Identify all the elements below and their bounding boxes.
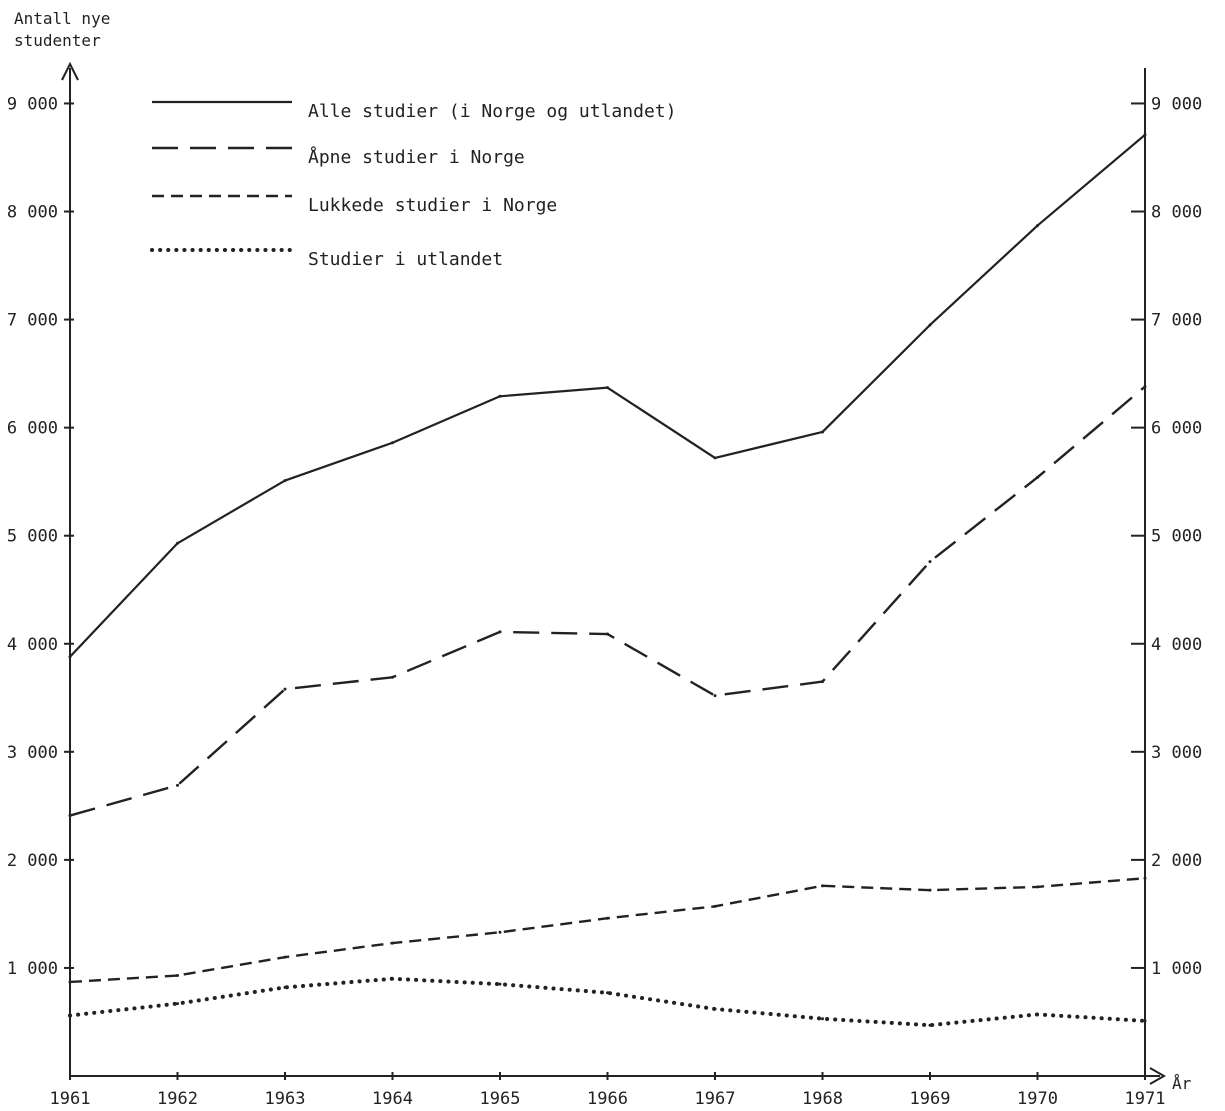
y-tick-right-label: 6 000: [1151, 419, 1202, 439]
series-4-point: [713, 1007, 717, 1011]
y-tick-right-label: 4 000: [1151, 635, 1202, 655]
y-tick-left-label: 4 000: [7, 635, 58, 655]
y-tick-left-label: 8 000: [7, 203, 58, 223]
axes: [61, 61, 1167, 1085]
y-axis-title-line2: studenter: [14, 31, 101, 50]
x-tick-label: 1967: [695, 1089, 736, 1109]
series-4-point: [606, 991, 609, 995]
series-4-point: [498, 982, 502, 986]
series-3-point: [928, 888, 932, 892]
series-3-point: [1036, 885, 1039, 889]
series-group: [68, 133, 1147, 1028]
series-4-point: [283, 985, 287, 989]
x-tick-label: 1965: [480, 1089, 521, 1109]
x-tick-label: 1971: [1125, 1089, 1166, 1109]
y-ticks-right: 1 000 2 000 3 000 4 000 5 000 6 000 7 000 8 000…: [1131, 94, 1202, 979]
series-1-point: [283, 479, 287, 483]
series-3-point: [1143, 876, 1147, 880]
x-axis-arrow-icon: [1149, 1067, 1167, 1085]
series-3-point: [821, 884, 824, 888]
series-1-point: [928, 323, 932, 327]
series-1-point: [713, 456, 717, 460]
series-1-point: [176, 541, 179, 545]
series-2-point: [283, 687, 287, 691]
series-1-point: [498, 394, 502, 398]
y-tick-left-label: 9 000: [7, 94, 58, 114]
series-1-point: [606, 386, 609, 390]
y-axis-arrow-icon: [61, 61, 79, 81]
y-axis-title-line1: Antall nye: [14, 9, 110, 28]
y-tick-left-label: 1 000: [7, 959, 58, 979]
y-tick-right-label: 9 000: [1151, 94, 1202, 114]
y-tick-right-label: 5 000: [1151, 527, 1202, 547]
y-tick-left-label: 5 000: [7, 527, 58, 547]
series-3-point: [391, 941, 394, 945]
legend-label-1: Alle studier (i Norge og utlandet): [308, 101, 676, 122]
y-tick-right-label: 2 000: [1151, 851, 1202, 871]
series-4-point: [928, 1023, 932, 1027]
series-3-point: [176, 974, 179, 978]
series-4-point: [391, 977, 394, 981]
series-1-point: [1143, 133, 1147, 137]
series-2-point: [713, 694, 717, 698]
series-1-point: [821, 430, 824, 434]
series-2-point: [391, 675, 394, 679]
x-tick-label: 1966: [587, 1089, 628, 1109]
series-3-point: [283, 955, 287, 959]
series-4-point: [1036, 1012, 1039, 1016]
x-tick-label: 1969: [910, 1089, 951, 1109]
series-2-point: [928, 560, 932, 564]
series-3-point: [498, 930, 502, 934]
y-tick-left-label: 3 000: [7, 743, 58, 763]
y-tick-left-label: 2 000: [7, 851, 58, 871]
series-2-point: [176, 783, 179, 787]
series-3-point: [606, 916, 609, 920]
x-axis-title: År: [1172, 1074, 1192, 1093]
legend-label-2: Åpne studier i Norge: [308, 146, 525, 168]
series-2-point: [1036, 475, 1039, 479]
y-tick-left-label: 6 000: [7, 419, 58, 439]
legend-label-3: Lukkede studier i Norge: [308, 195, 557, 216]
series-1-point: [1036, 224, 1039, 228]
x-tick-label: 1962: [157, 1089, 198, 1109]
y-tick-right-label: 3 000: [1151, 743, 1202, 763]
series-2-point: [606, 632, 609, 636]
x-tick-label: 1970: [1017, 1089, 1058, 1109]
x-tick-label: 1963: [265, 1089, 306, 1109]
series-1-point: [391, 441, 394, 445]
series-line-2: [69, 385, 1146, 817]
series-3-point: [713, 904, 717, 908]
y-tick-right-label: 1 000: [1151, 959, 1202, 979]
series-4-point: [68, 1013, 72, 1017]
x-tick-label: 1968: [802, 1089, 843, 1109]
series-3-point: [68, 980, 72, 984]
legend: Alle studier (i Norge og utlandet) Åpne s…: [150, 100, 676, 270]
x-tick-label: 1964: [372, 1089, 413, 1109]
series-2-point: [498, 630, 502, 634]
x-tick-label: 1961: [50, 1089, 91, 1109]
series-line-3: [69, 877, 1146, 984]
series-4-point: [176, 1002, 179, 1006]
y-ticks-left: 1 000 2 000 3 000 4 000 5 000 6 000 7 000 8 000…: [7, 94, 74, 979]
series-2-point: [68, 814, 72, 818]
series-line-4: [68, 976, 1147, 1028]
y-tick-right-label: 8 000: [1151, 203, 1202, 223]
series-1-point: [68, 655, 72, 659]
series-2-point: [1143, 385, 1147, 389]
series-4-point: [1143, 1019, 1147, 1023]
series-4-point: [821, 1017, 824, 1021]
y-tick-left-label: 7 000: [7, 311, 58, 331]
series-line-1: [69, 133, 1146, 658]
y-tick-right-label: 7 000: [1151, 311, 1202, 331]
x-ticks: 1961 1962 1963 1964 1965 1966 1967 1968 1969 1970…: [50, 1072, 1166, 1109]
legend-label-4: Studier i utlandet: [308, 249, 503, 270]
series-2-point: [821, 680, 824, 684]
